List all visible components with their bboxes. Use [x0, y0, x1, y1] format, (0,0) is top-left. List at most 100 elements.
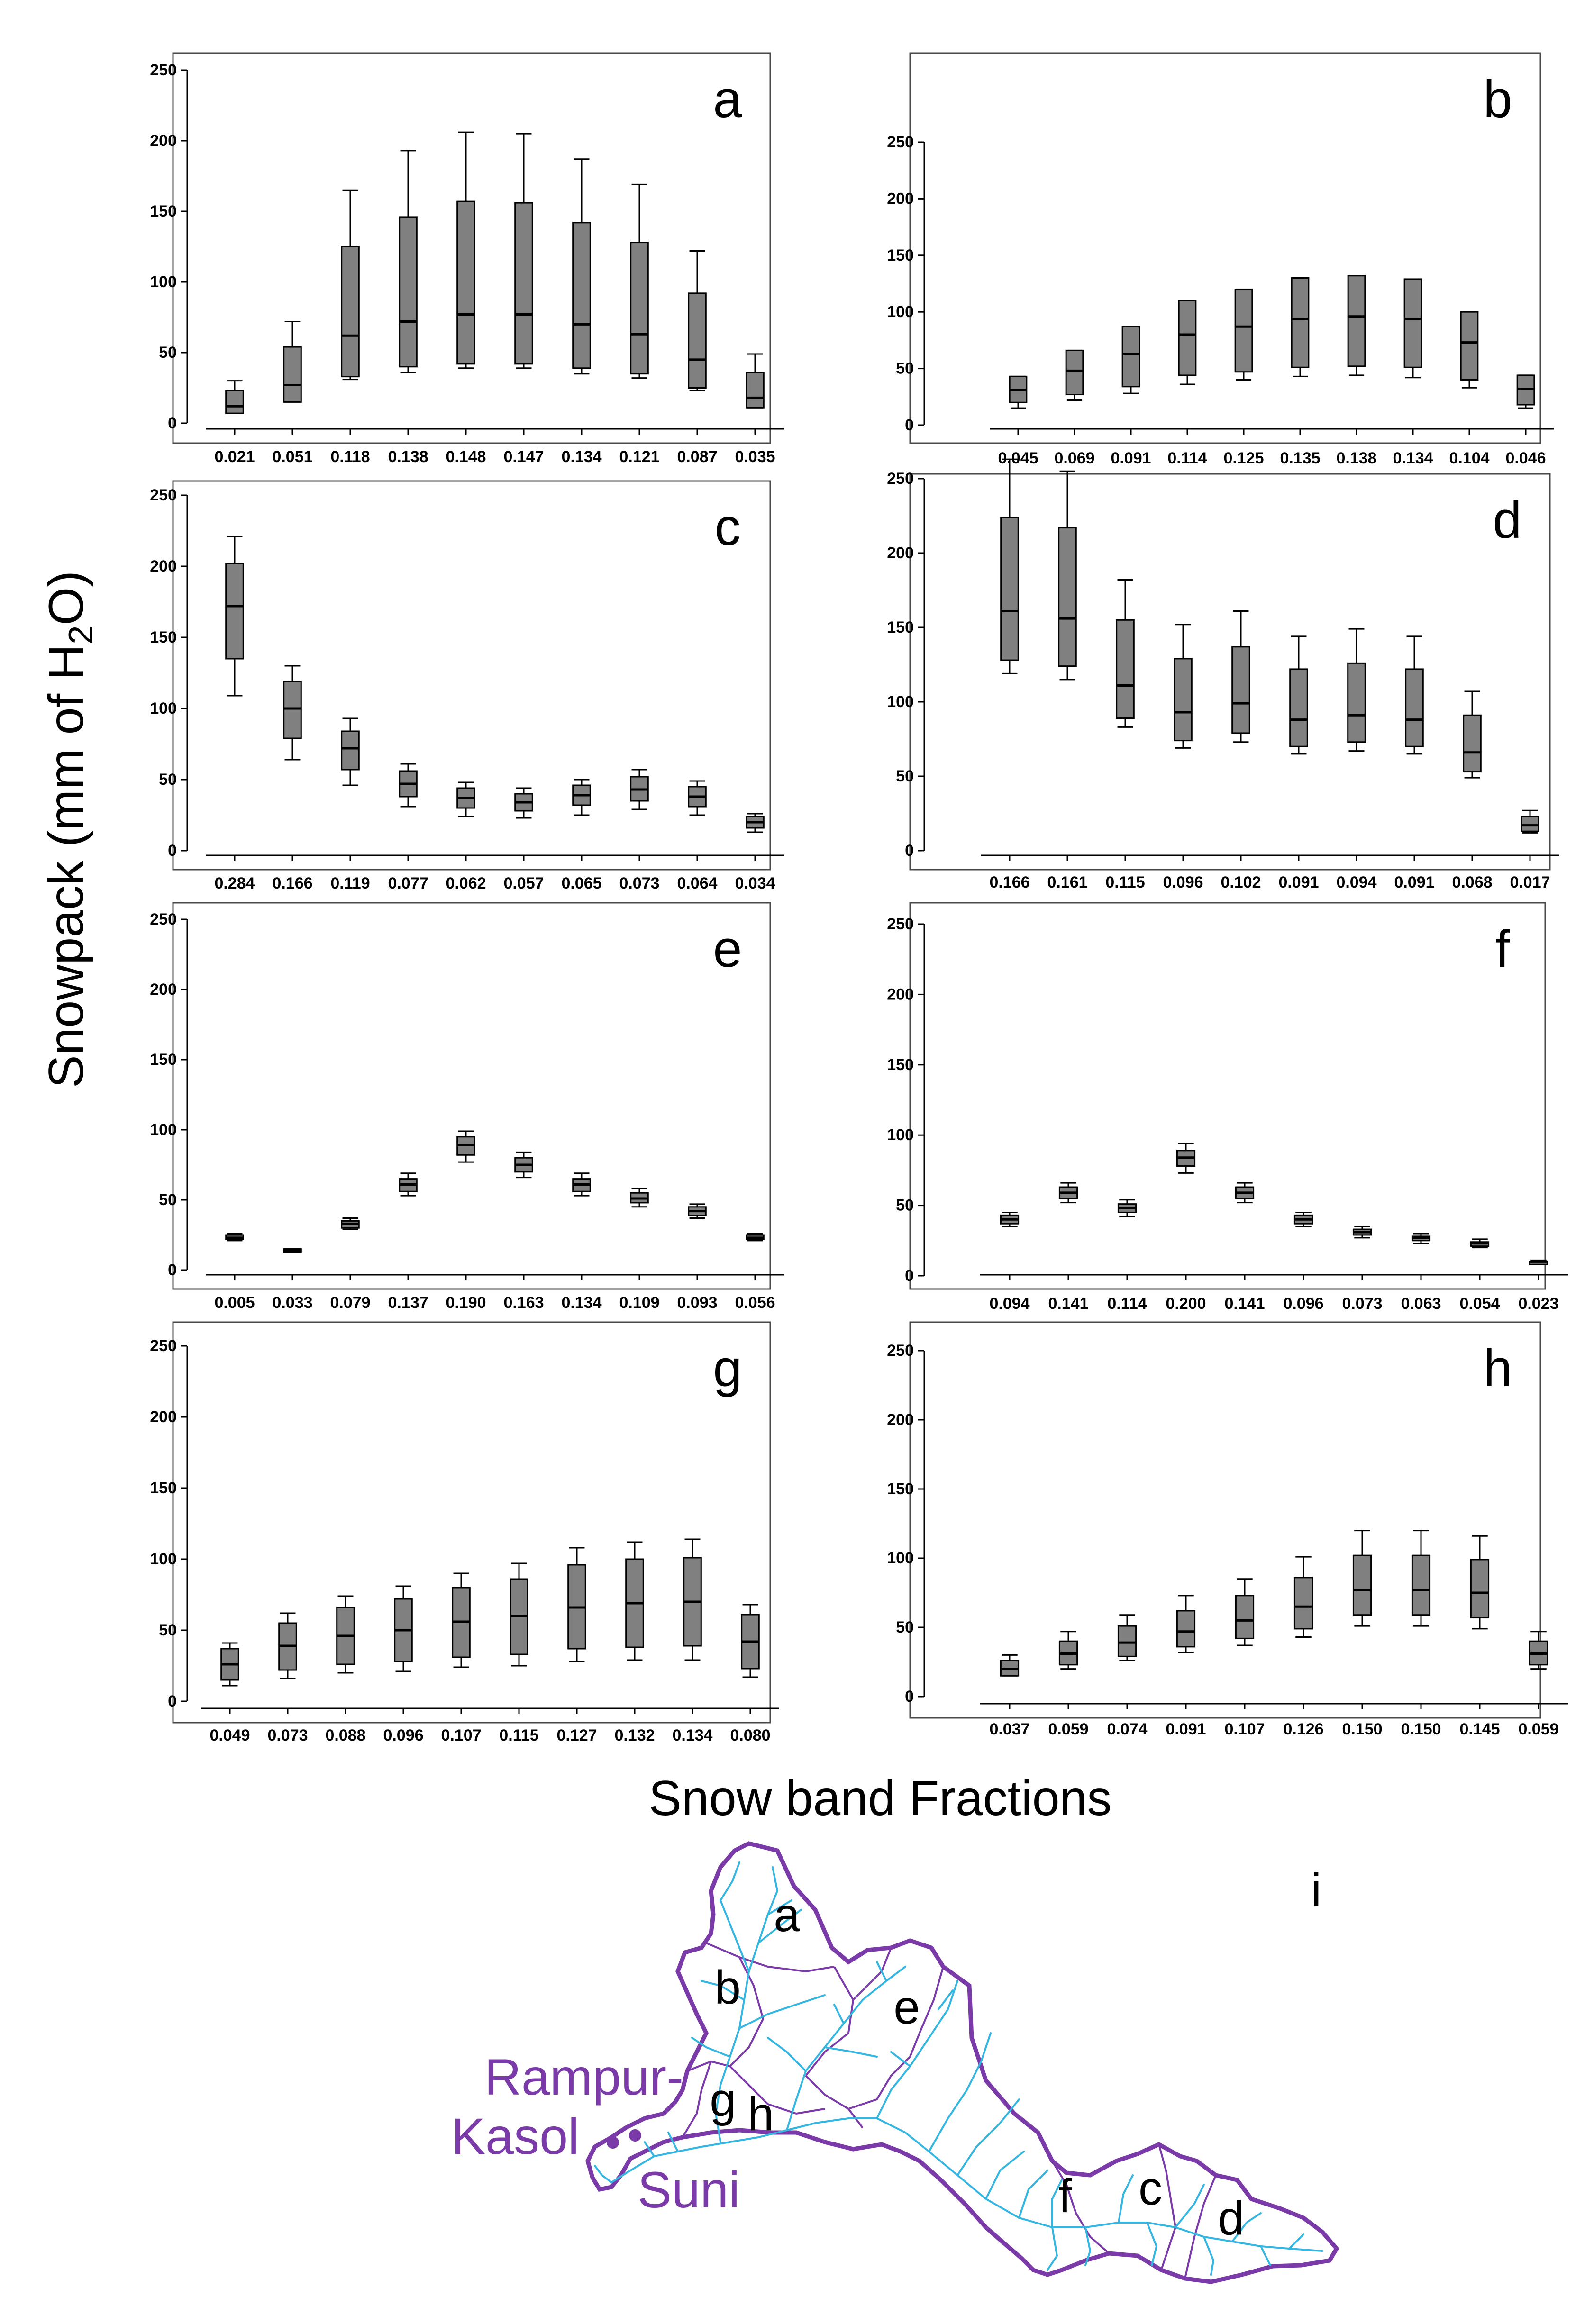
box — [1403, 278, 1422, 368]
y-axis-label: Snowpack (mm of H2O) — [39, 571, 100, 1088]
x-tick-label: 0.080 — [730, 1726, 770, 1744]
y-tick-label: 250 — [150, 61, 177, 79]
panel-b: 0 50 100 150 200 250 0.045 0.069 0.091 0.114 0.125… — [887, 52, 1554, 467]
x-tick-label: 0.118 — [330, 448, 370, 466]
x-tick-label: 0.094 — [989, 1295, 1029, 1313]
panel-letter: f — [1495, 920, 1510, 978]
box — [283, 681, 302, 739]
y-tick-label: 50 — [896, 1197, 914, 1215]
box — [1463, 714, 1482, 773]
y-tick-label: 250 — [887, 915, 914, 933]
y-tick-label: 250 — [887, 1342, 914, 1360]
station-label-kasol: Kasol — [451, 2107, 579, 2165]
x-axis-label: Snow band Fractions — [649, 1771, 1112, 1826]
y-tick-label: 150 — [887, 1480, 914, 1498]
y-tick-label: 200 — [150, 980, 177, 999]
box — [1347, 662, 1366, 743]
panel-letter: e — [713, 920, 742, 978]
y-tick-label: 200 — [150, 557, 177, 575]
y-tick-label: 250 — [150, 910, 177, 928]
x-tick-label: 0.046 — [1505, 449, 1546, 467]
x-tick-label: 0.094 — [1336, 873, 1376, 891]
x-tick-label: 0.064 — [677, 874, 717, 892]
x-tick-label: 0.132 — [614, 1726, 655, 1744]
x-tick-label: 0.137 — [388, 1294, 428, 1312]
y-tick-label: 50 — [159, 1191, 177, 1209]
y-tick-label: 200 — [887, 544, 914, 562]
x-tick-label: 0.161 — [1047, 873, 1087, 891]
x-tick-label: 0.034 — [735, 874, 775, 892]
x-tick-label: 0.033 — [272, 1294, 312, 1312]
box — [1000, 517, 1019, 661]
panel-h: 0 50 100 150 200 250 0.037 0.059 0.074 0.091 0.107… — [887, 1321, 1568, 1738]
y-tick-label: 100 — [150, 273, 177, 291]
x-tick-label: 0.051 — [272, 448, 312, 466]
y-tick-label: 150 — [887, 618, 914, 636]
y-tick-label: 50 — [896, 1618, 914, 1636]
box — [1291, 277, 1310, 368]
y-tick-label: 250 — [887, 470, 914, 488]
box — [1470, 1559, 1490, 1619]
y-tick-label: 250 — [887, 133, 914, 151]
x-tick-label: 0.057 — [503, 874, 544, 892]
map-panel-label: i — [1311, 1864, 1321, 1917]
x-tick-label: 0.284 — [214, 874, 255, 892]
x-tick-label: 0.102 — [1221, 873, 1261, 891]
box — [1176, 1610, 1196, 1648]
x-tick-label: 0.138 — [388, 448, 428, 466]
box — [1521, 816, 1539, 832]
x-tick-label: 0.200 — [1166, 1295, 1206, 1313]
box — [630, 242, 649, 375]
map-label-h: h — [747, 2088, 774, 2141]
x-tick-label: 0.017 — [1510, 873, 1550, 891]
x-tick-label: 0.119 — [330, 874, 370, 892]
x-tick-label: 0.107 — [441, 1726, 481, 1744]
x-tick-label: 0.021 — [214, 448, 255, 466]
box — [1234, 288, 1253, 373]
x-tick-label: 0.166 — [272, 874, 312, 892]
y-tick-label: 50 — [159, 344, 177, 362]
panel-frame — [172, 480, 771, 871]
x-tick-label: 0.127 — [556, 1726, 597, 1744]
x-tick-label: 0.134 — [561, 448, 601, 466]
box — [1411, 1554, 1431, 1616]
map-label-d: d — [1218, 2192, 1244, 2245]
watershed-map: a b e g h f c d i Rampur- Kasol Suni — [451, 1841, 1339, 2284]
x-tick-label: 0.054 — [1459, 1295, 1500, 1313]
x-tick-label: 0.141 — [1048, 1295, 1088, 1313]
y-tick-label: 0 — [168, 414, 177, 432]
y-tick-label: 0 — [905, 842, 914, 860]
box — [1352, 1554, 1372, 1616]
y-tick-label: 200 — [150, 132, 177, 150]
boxplot-panels: 0 50 100 150 200 250 0.021 0.051 0.118 0.138 0.148… — [150, 52, 1568, 1744]
box — [1293, 1577, 1313, 1630]
box — [1116, 619, 1135, 719]
y-tick-label: 200 — [887, 985, 914, 1003]
subbasin-boundaries — [682, 1942, 1217, 2279]
x-tick-label: 0.150 — [1342, 1720, 1382, 1738]
x-tick-label: 0.087 — [677, 448, 717, 466]
x-tick-label: 0.107 — [1224, 1720, 1265, 1738]
x-tick-label: 0.121 — [619, 448, 659, 466]
station-marker-kasol — [607, 2136, 619, 2149]
x-tick-label: 0.088 — [325, 1726, 365, 1744]
y-tick-label: 150 — [150, 1051, 177, 1069]
y-tick-label: 100 — [887, 1126, 914, 1144]
x-tick-label: 0.062 — [446, 874, 486, 892]
box — [225, 563, 244, 660]
x-tick-label: 0.035 — [735, 448, 775, 466]
map-label-e: e — [893, 1981, 920, 2034]
x-tick-label: 0.091 — [1111, 449, 1151, 467]
x-tick-label: 0.023 — [1518, 1295, 1558, 1313]
panel-e: 0 50 100 150 200 250 0.005 0.033 0.079 0.137 0.190… — [150, 902, 784, 1312]
y-tick-label: 200 — [887, 1411, 914, 1429]
x-tick-label: 0.005 — [214, 1294, 255, 1312]
x-tick-label: 0.141 — [1224, 1295, 1265, 1313]
panel-frame — [909, 902, 1546, 1290]
x-tick-label: 0.190 — [446, 1294, 486, 1312]
panel-letter: h — [1483, 1339, 1512, 1398]
panel-frame — [909, 1321, 1541, 1719]
map-label-f: f — [1058, 2170, 1072, 2223]
x-tick-label: 0.049 — [209, 1726, 250, 1744]
x-tick-label: 0.063 — [1401, 1295, 1441, 1313]
